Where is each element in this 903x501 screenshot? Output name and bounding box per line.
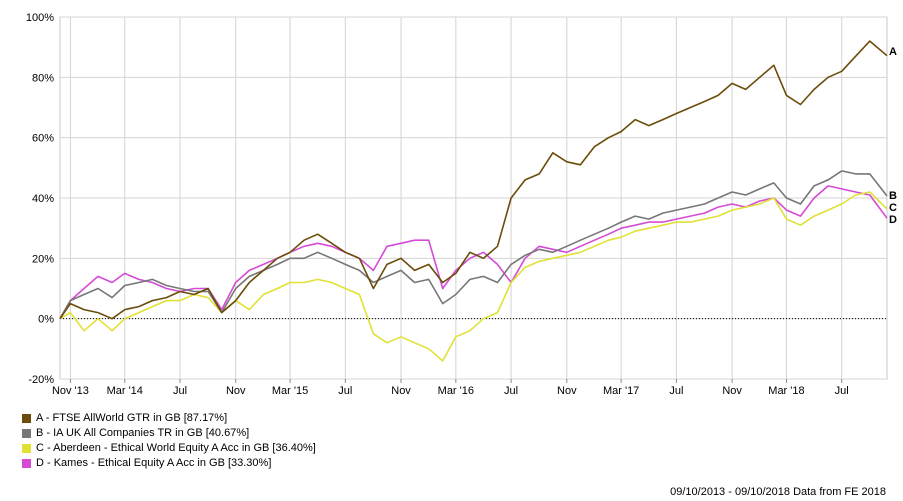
x-tick-label: Nov '13	[52, 385, 89, 397]
legend: A - FTSE AllWorld GTR in GB [87.17%] B -…	[22, 411, 316, 471]
series-line-a	[59, 40, 888, 320]
legend-item-b: B - IA UK All Companies TR in GB [40.67%…	[22, 426, 316, 441]
x-tick-label: Jul	[338, 385, 352, 397]
x-tick-label: Mar '17	[603, 385, 639, 397]
y-tick-label: 60%	[32, 133, 54, 145]
x-tick-label: Jul	[173, 385, 187, 397]
end-label-c: C	[889, 202, 897, 214]
y-tick-label: 0%	[38, 314, 54, 326]
y-tick-label: 100%	[26, 12, 54, 24]
x-tick-label: Nov	[391, 385, 411, 397]
series-line-b	[59, 170, 888, 320]
end-label-d: D	[889, 214, 897, 226]
legend-label-a: A - FTSE AllWorld GTR in GB [87.17%]	[36, 412, 228, 424]
legend-swatch-a	[22, 414, 31, 423]
legend-label-b: B - IA UK All Companies TR in GB [40.67%…	[36, 427, 250, 439]
legend-item-d: D - Kames - Ethical Equity A Acc in GB […	[22, 456, 316, 471]
y-tick-label: 80%	[32, 72, 54, 84]
y-tick-label: 40%	[32, 193, 54, 205]
x-tick-label: Mar '18	[768, 385, 804, 397]
x-tick-label: Nov	[226, 385, 246, 397]
y-tick-label: 20%	[32, 253, 54, 265]
legend-swatch-c	[22, 444, 31, 453]
legend-label-c: C - Aberdeen - Ethical World Equity A Ac…	[36, 442, 316, 454]
x-tick-label: Nov	[722, 385, 742, 397]
legend-swatch-d	[22, 459, 31, 468]
x-tick-label: Mar '16	[438, 385, 474, 397]
x-tick-label: Jul	[504, 385, 518, 397]
end-label-b: B	[889, 190, 897, 202]
end-label-a: A	[889, 46, 897, 58]
date-range-footer: 09/10/2013 - 09/10/2018 Data from FE 201…	[670, 486, 886, 498]
x-tick-label: Nov	[557, 385, 577, 397]
legend-item-c: C - Aberdeen - Ethical World Equity A Ac…	[22, 441, 316, 456]
legend-label-d: D - Kames - Ethical Equity A Acc in GB […	[36, 457, 272, 469]
y-tick-label: -20%	[28, 374, 54, 386]
x-tick-label: Mar '15	[272, 385, 308, 397]
x-tick-label: Jul	[669, 385, 683, 397]
legend-item-a: A - FTSE AllWorld GTR in GB [87.17%]	[22, 411, 316, 426]
x-tick-label: Jul	[835, 385, 849, 397]
x-tick-label: Mar '14	[107, 385, 143, 397]
legend-swatch-b	[22, 429, 31, 438]
